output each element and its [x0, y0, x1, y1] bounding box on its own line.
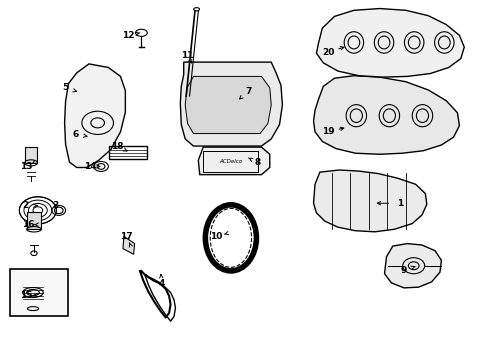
Text: 20: 20 — [321, 48, 334, 57]
Bar — [25, 147, 37, 163]
Polygon shape — [64, 64, 125, 167]
Text: 11: 11 — [181, 51, 193, 60]
Text: 7: 7 — [244, 87, 251, 96]
Text: 18: 18 — [111, 141, 123, 150]
Polygon shape — [316, 9, 463, 77]
Polygon shape — [180, 62, 282, 146]
Text: 16: 16 — [22, 220, 34, 229]
Polygon shape — [384, 244, 441, 288]
Text: 8: 8 — [254, 158, 261, 167]
Text: 13: 13 — [20, 162, 33, 171]
Text: 9: 9 — [400, 266, 407, 275]
Text: 12: 12 — [122, 31, 135, 40]
Text: 17: 17 — [120, 232, 133, 241]
Bar — [27, 212, 41, 229]
Polygon shape — [313, 76, 458, 154]
Text: 4: 4 — [158, 279, 164, 288]
Bar — [203, 151, 257, 172]
Bar — [10, 269, 67, 316]
Polygon shape — [198, 147, 269, 175]
Text: 2: 2 — [22, 201, 29, 210]
Text: 5: 5 — [62, 83, 68, 92]
Polygon shape — [122, 237, 134, 254]
Text: 15: 15 — [20, 291, 33, 300]
Ellipse shape — [210, 208, 251, 267]
Bar — [109, 146, 147, 159]
Text: 19: 19 — [321, 127, 334, 136]
Text: ACDelco: ACDelco — [219, 158, 242, 163]
Text: 14: 14 — [83, 162, 96, 171]
Polygon shape — [185, 76, 271, 134]
Text: 6: 6 — [72, 130, 78, 139]
Text: 1: 1 — [396, 199, 403, 208]
Text: 10: 10 — [210, 232, 222, 241]
Text: 3: 3 — [53, 201, 59, 210]
Polygon shape — [313, 170, 426, 232]
